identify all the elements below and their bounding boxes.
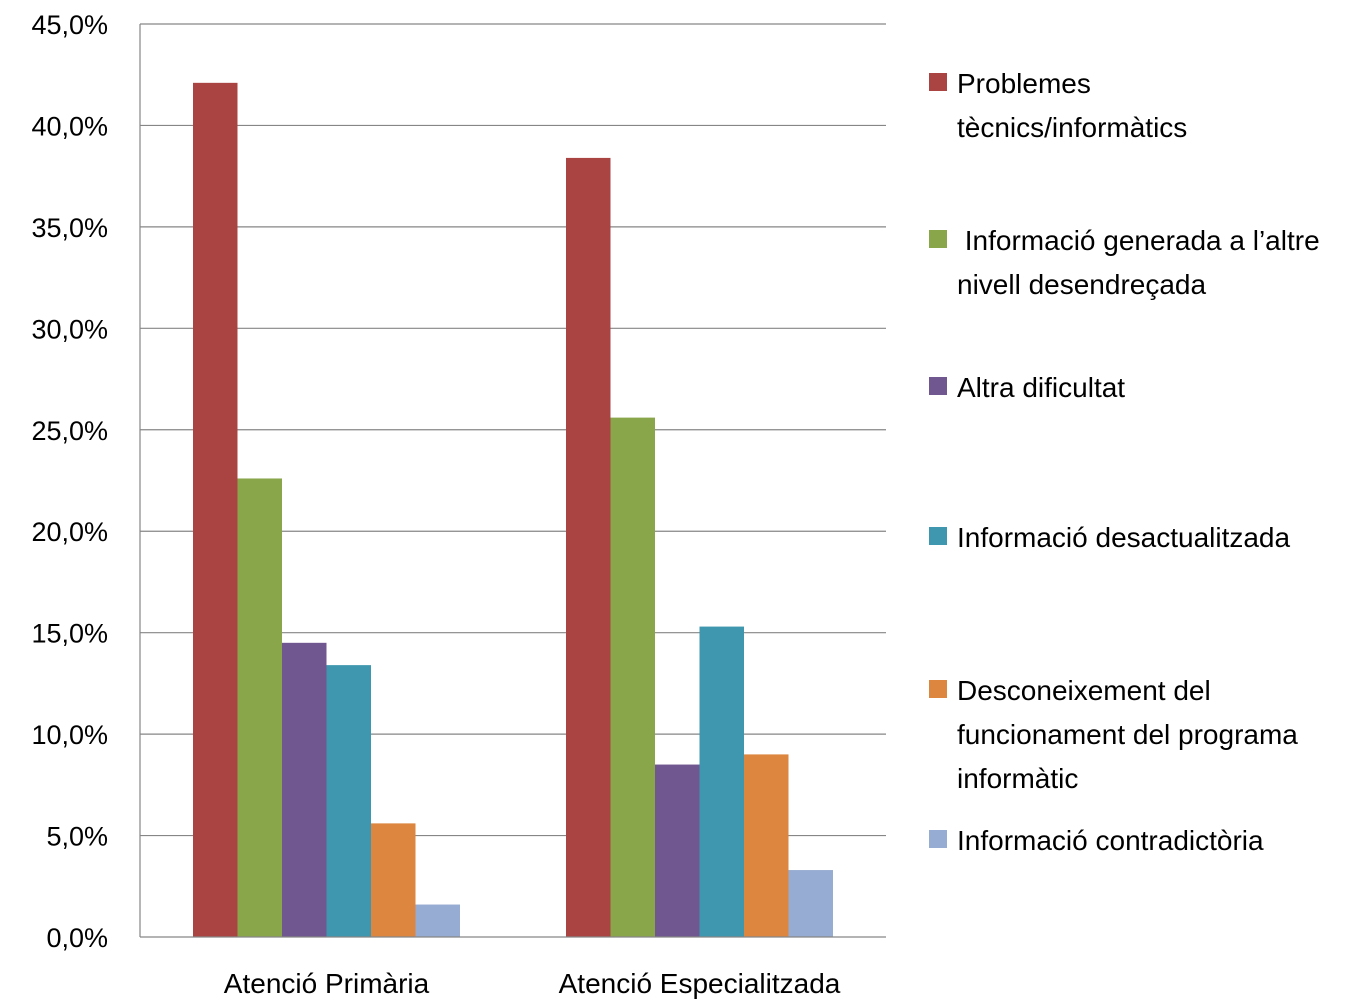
- x-axis-category-labels: Atenció Primària Atenció Especialitzada: [224, 968, 841, 999]
- legend-label: Informació contradictòria: [957, 825, 1264, 856]
- bar: [610, 417, 655, 937]
- y-tick-label: 15,0%: [31, 619, 108, 649]
- bar: [788, 870, 833, 937]
- legend-label: Desconeixement del: [957, 675, 1211, 706]
- bars: [193, 82, 833, 938]
- legend-swatch: [929, 230, 947, 248]
- legend-swatch: [929, 830, 947, 848]
- x-category-label: Atenció Primària: [224, 968, 430, 999]
- legend: Problemes tècnics/informàtics Informació …: [929, 68, 1320, 856]
- y-tick-label: 10,0%: [31, 720, 108, 750]
- bar: [371, 823, 416, 937]
- bar: [415, 904, 460, 937]
- y-tick-label: 25,0%: [31, 416, 108, 446]
- bar: [566, 157, 611, 937]
- y-tick-label: 20,0%: [31, 517, 108, 547]
- bar: [655, 764, 700, 937]
- legend-label: Problemes: [957, 68, 1091, 99]
- bar: [237, 478, 282, 937]
- bar: [744, 754, 789, 937]
- y-tick-label: 35,0%: [31, 213, 108, 243]
- legend-label: funcionament del programa: [957, 719, 1298, 750]
- legend-label: Altra dificultat: [957, 372, 1125, 403]
- legend-swatch: [929, 680, 947, 698]
- legend-label: informàtic: [957, 763, 1078, 794]
- legend-label: nivell desendreçada: [957, 269, 1206, 300]
- y-tick-label: 45,0%: [31, 10, 108, 40]
- legend-swatch: [929, 377, 947, 395]
- bar: [699, 626, 744, 937]
- legend-swatch: [929, 527, 947, 545]
- legend-label: Informació desactualitzada: [957, 522, 1291, 553]
- y-tick-label: 30,0%: [31, 314, 108, 344]
- bar: [326, 665, 371, 937]
- y-axis-tick-labels: 0,0% 5,0% 10,0% 15,0% 20,0% 25,0% 30,0% 35,0% 40…: [31, 10, 108, 953]
- y-tick-label: 40,0%: [31, 111, 108, 141]
- bar: [282, 642, 327, 937]
- y-tick-label: 0,0%: [46, 923, 108, 953]
- y-tick-label: 5,0%: [46, 822, 108, 852]
- legend-label: Informació generada a l’altre: [957, 225, 1320, 256]
- legend-label: tècnics/informàtics: [957, 112, 1187, 143]
- bar: [193, 82, 238, 938]
- legend-swatch: [929, 73, 947, 91]
- x-category-label: Atenció Especialitzada: [559, 968, 841, 999]
